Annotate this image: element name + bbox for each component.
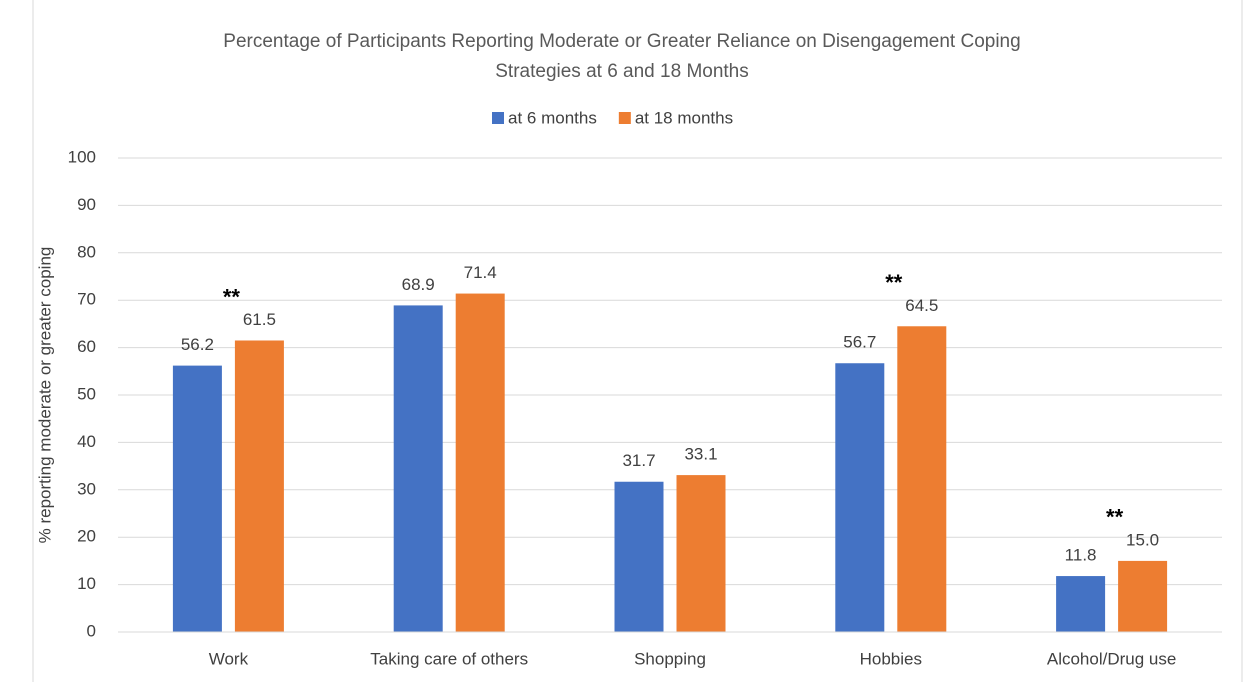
data-label: 33.1 <box>684 445 717 464</box>
x-tick-label: Hobbies <box>860 649 922 668</box>
legend-swatch <box>618 112 631 124</box>
x-tick-label: Taking care of others <box>370 649 528 668</box>
bar <box>455 293 505 632</box>
bar <box>835 363 885 632</box>
annotation: ** <box>223 284 241 309</box>
data-label: 15.0 <box>1126 530 1159 549</box>
legend-swatch <box>492 112 504 124</box>
data-label: 11.8 <box>1065 546 1097 565</box>
x-tick-label: Work <box>209 649 249 668</box>
y-tick-label: 60 <box>77 337 96 356</box>
annotation: ** <box>885 270 903 295</box>
y-tick-label: 80 <box>77 242 96 261</box>
y-tick-label: 50 <box>77 384 96 403</box>
data-label: 61.5 <box>243 310 276 329</box>
bar <box>897 326 947 632</box>
bar <box>676 475 726 632</box>
chart-title: Percentage of Participants Reporting Mod… <box>223 31 1020 52</box>
y-tick-label: 100 <box>68 147 96 166</box>
data-label: 64.5 <box>905 296 938 315</box>
legend-label: at 6 months <box>508 108 597 127</box>
bar <box>1118 560 1168 632</box>
data-label: 71.4 <box>464 263 497 282</box>
y-tick-label: 30 <box>77 479 96 498</box>
bar <box>234 340 284 632</box>
y-tick-label: 90 <box>77 195 96 214</box>
data-label: 68.9 <box>402 275 435 294</box>
y-tick-label: 40 <box>77 432 96 451</box>
y-tick-label: 10 <box>77 574 96 593</box>
legend-label: at 18 months <box>635 108 733 127</box>
chart-frame <box>32 0 1243 682</box>
y-axis-label: % reporting moderate or greater coping <box>35 247 54 544</box>
data-label: 31.7 <box>622 451 655 470</box>
bar <box>172 365 222 632</box>
y-tick-label: 70 <box>77 290 96 309</box>
bar <box>614 481 664 632</box>
x-tick-label: Alcohol/Drug use <box>1047 649 1176 668</box>
chart-title: Strategies at 6 and 18 Months <box>495 61 749 82</box>
y-tick-label: 20 <box>77 527 96 546</box>
annotation: ** <box>1106 505 1124 530</box>
x-tick-label: Shopping <box>634 649 706 668</box>
data-label: 56.7 <box>843 333 876 352</box>
bar <box>393 305 443 632</box>
data-label: 56.2 <box>181 335 214 354</box>
y-tick-label: 0 <box>87 621 96 640</box>
bar <box>1056 576 1106 632</box>
